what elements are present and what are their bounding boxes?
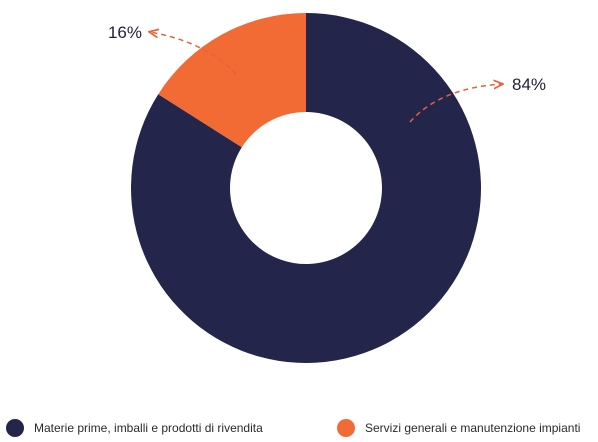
labels-layer: 84% 16% [108, 23, 546, 94]
slice-servizi-generali-e-manutenzione-impianti [158, 13, 306, 148]
legend-swatch-1 [337, 419, 355, 437]
legend: Materie prime, imballi e prodotti di riv… [6, 419, 580, 437]
data-label-1: 16% [108, 23, 142, 42]
annotation-arrow-1 [150, 32, 237, 75]
slice-materie-prime-imballi-e-prodotti-di-rivendita [131, 13, 481, 363]
legend-label-1: Servizi generali e manutenzione impianti [365, 421, 580, 435]
legend-label-0: Materie prime, imballi e prodotti di riv… [34, 421, 263, 435]
legend-swatch-0 [6, 419, 24, 437]
annotation-arrow-0 [409, 84, 502, 123]
arrows-layer [150, 32, 502, 123]
slices-layer [131, 13, 481, 363]
data-label-0: 84% [512, 75, 546, 94]
